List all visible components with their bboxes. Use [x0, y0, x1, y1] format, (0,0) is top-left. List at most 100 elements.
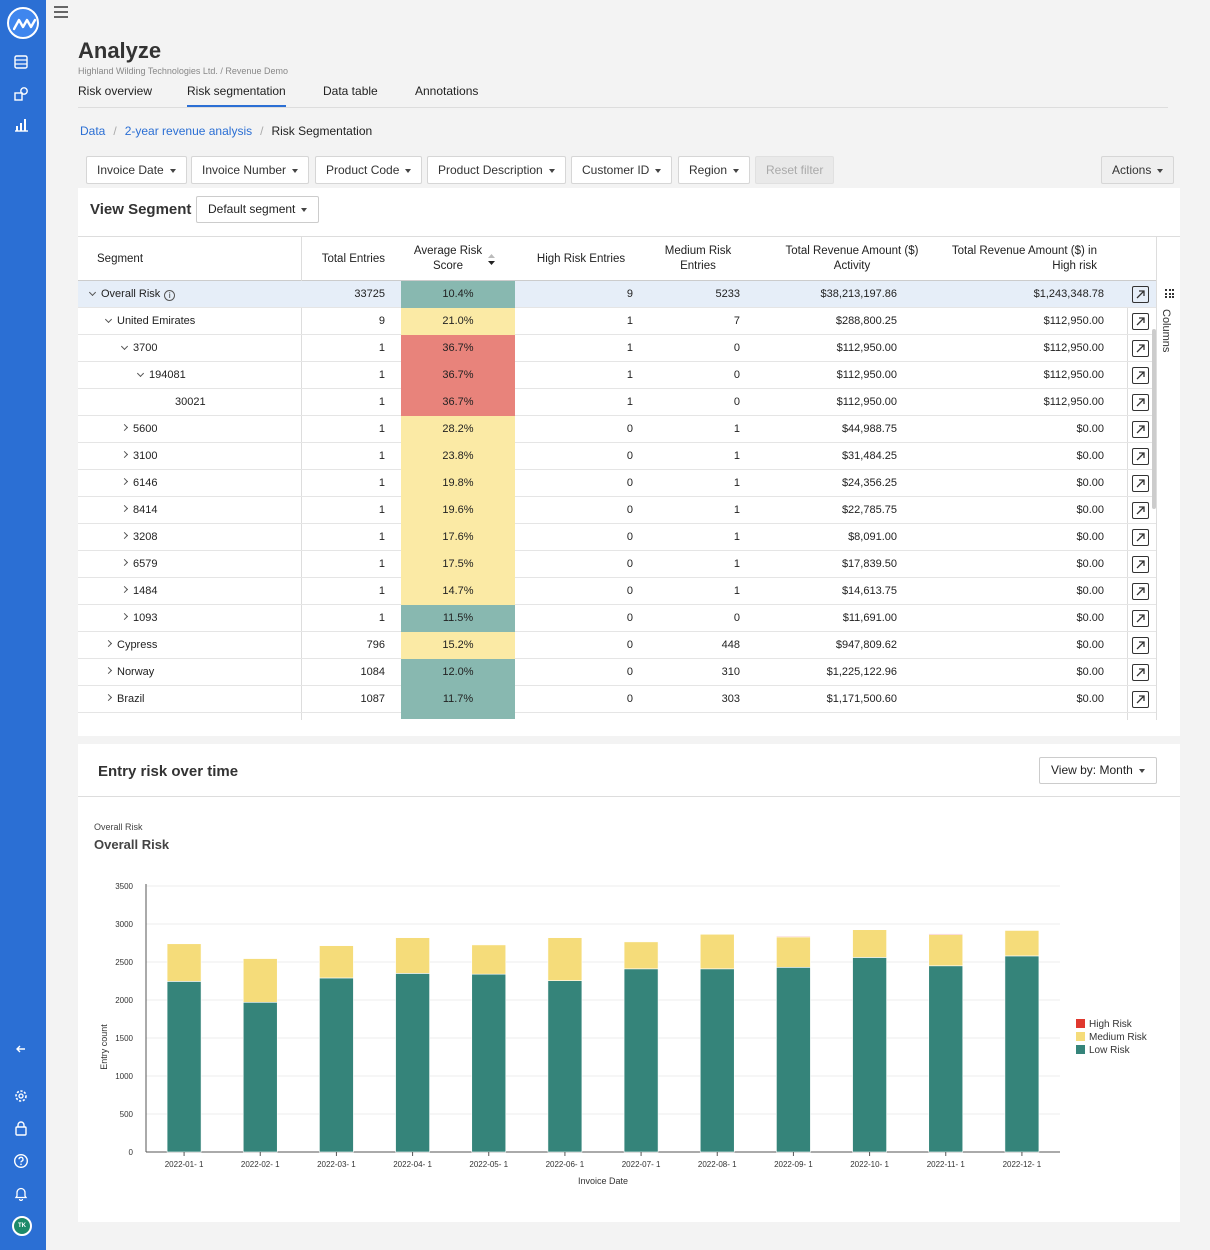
chevron-right-icon[interactable]: [104, 666, 113, 675]
chevron-down-icon[interactable]: [88, 288, 97, 297]
table-row[interactable]: 8414 1 0 1 $22,785.75 $0.00 19.6%: [78, 497, 1156, 524]
segment-name-cell: 3208: [120, 524, 157, 551]
chevron-right-icon[interactable]: [120, 504, 129, 513]
table-row[interactable]: 3100 1 0 1 $31,484.25 $0.00 23.8%: [78, 443, 1156, 470]
chevron-down-icon[interactable]: [136, 369, 145, 378]
filter-invoice-date[interactable]: Invoice Date: [86, 156, 187, 184]
bar-medium-risk: [395, 937, 430, 974]
revenue-activity-cell: $11,691.00: [842, 612, 897, 624]
breadcrumb-analysis-link[interactable]: 2-year revenue analysis: [124, 124, 253, 138]
table-row[interactable]: 3208 1 0 1 $8,091.00 $0.00 17.6%: [78, 524, 1156, 551]
app-logo[interactable]: [7, 7, 39, 39]
bar-chart-icon[interactable]: [13, 117, 33, 137]
open-external-icon[interactable]: [1132, 529, 1149, 546]
open-external-icon[interactable]: [1132, 475, 1149, 492]
filter-product-description[interactable]: Product Description: [427, 156, 566, 184]
table-row[interactable]: Norway 1084 0 310 $1,225,122.96 $0.00 12.0%: [78, 659, 1156, 686]
tab-risk-segmentation[interactable]: Risk segmentation: [187, 84, 286, 107]
chevron-right-icon[interactable]: [120, 477, 129, 486]
table-row[interactable]: 194081 1 1 0 $112,950.00 $112,950.00 36.7%: [78, 362, 1156, 389]
actions-button[interactable]: Actions: [1101, 156, 1175, 184]
open-external-icon[interactable]: [1132, 421, 1149, 438]
columns-panel-toggle[interactable]: Columns: [1156, 236, 1180, 720]
tab-data-table[interactable]: Data table: [323, 84, 378, 98]
chevron-right-icon[interactable]: [120, 531, 129, 540]
shapes-icon[interactable]: [13, 86, 33, 106]
header-segment[interactable]: Segment: [97, 252, 144, 265]
header-revenue-high-risk[interactable]: Total Revenue Amount ($) in High risk: [951, 245, 1097, 272]
table-row[interactable]: 3700 1 1 0 $112,950.00 $112,950.00 36.7%: [78, 335, 1156, 362]
high-risk-cell: 0: [626, 504, 633, 516]
filter-invoice-number[interactable]: Invoice Number: [191, 156, 310, 184]
segment-dropdown[interactable]: Default segment: [196, 196, 320, 223]
table-row[interactable]: Cypress 796 0 448 $947,809.62 $0.00 15.2%: [78, 632, 1156, 659]
database-icon[interactable]: [13, 54, 33, 74]
breadcrumb-data-link[interactable]: Data: [80, 124, 106, 138]
gear-icon[interactable]: [13, 1088, 33, 1108]
open-external-icon[interactable]: [1132, 313, 1149, 330]
segment-name-cell: Cypress: [104, 632, 157, 659]
bell-icon[interactable]: [13, 1185, 33, 1205]
legend-item[interactable]: High Risk: [1076, 1018, 1147, 1031]
chevron-right-icon[interactable]: [104, 693, 113, 702]
x-tick-label: 2022-08- 1: [698, 1160, 737, 1169]
header-revenue-activity[interactable]: Total Revenue Amount ($) Activity: [785, 245, 919, 272]
chevron-right-icon[interactable]: [120, 423, 129, 432]
revenue-high-risk-cell: $0.00: [1076, 693, 1104, 705]
open-external-icon[interactable]: [1132, 610, 1149, 627]
chevron-right-icon[interactable]: [104, 639, 113, 648]
open-external-icon[interactable]: [1132, 448, 1149, 465]
legend-item[interactable]: Medium Risk: [1076, 1031, 1147, 1044]
vertical-scrollbar[interactable]: [1152, 329, 1156, 509]
table-row[interactable]: 6146 1 0 1 $24,356.25 $0.00 19.8%: [78, 470, 1156, 497]
reset-filter-button[interactable]: Reset filter: [755, 156, 835, 184]
table-row[interactable]: 5600 1 0 1 $44,988.75 $0.00 28.2%: [78, 416, 1156, 443]
filter-customer-id[interactable]: Customer ID: [571, 156, 673, 184]
chevron-down-icon[interactable]: [120, 342, 129, 351]
table-row[interactable]: Brazil 1087 0 303 $1,171,500.60 $0.00 11.7%: [78, 686, 1156, 713]
open-external-icon[interactable]: [1132, 691, 1149, 708]
segment-name-cell: 194081: [136, 362, 186, 389]
avatar[interactable]: TK: [12, 1216, 32, 1236]
table-row[interactable]: 6579 1 0 1 $17,839.50 $0.00 17.5%: [78, 551, 1156, 578]
filter-product-code[interactable]: Product Code: [315, 156, 423, 184]
lock-icon[interactable]: [13, 1120, 33, 1140]
menu-icon[interactable]: [54, 6, 68, 18]
open-external-icon[interactable]: [1132, 502, 1149, 519]
open-external-icon[interactable]: [1132, 286, 1149, 303]
table-row[interactable]: United Emirates 9 1 7 $288,800.25 $112,950.00…: [78, 308, 1156, 335]
table-row[interactable]: 1093 1 0 0 $11,691.00 $0.00 11.5%: [78, 605, 1156, 632]
total-entries-cell: 796: [366, 639, 385, 651]
header-high-risk-entries[interactable]: High Risk Entries: [536, 252, 626, 265]
tab-annotations[interactable]: Annotations: [415, 84, 479, 98]
chevron-right-icon[interactable]: [120, 585, 129, 594]
info-icon[interactable]: i: [164, 290, 176, 301]
table-row[interactable]: 1484 1 0 1 $14,613.75 $0.00 14.7%: [78, 578, 1156, 605]
open-external-icon[interactable]: [1132, 664, 1149, 681]
open-external-icon[interactable]: [1132, 367, 1149, 384]
open-external-icon[interactable]: [1132, 583, 1149, 600]
tab-risk-overview[interactable]: Risk overview: [78, 84, 153, 98]
open-external-icon[interactable]: [1132, 340, 1149, 357]
bar-low-risk: [852, 957, 887, 1153]
table-row[interactable]: Overall Risk i 33725 9 5233 $38,213,197.86 $1,…: [78, 281, 1156, 308]
open-external-icon[interactable]: [1132, 637, 1149, 654]
header-average-risk-score[interactable]: Average Risk Score: [413, 245, 483, 272]
open-external-icon[interactable]: [1132, 394, 1149, 411]
chevron-right-icon[interactable]: [120, 558, 129, 567]
chevron-right-icon[interactable]: [120, 450, 129, 459]
open-external-icon[interactable]: [1132, 556, 1149, 573]
help-icon[interactable]: [13, 1153, 33, 1173]
chevron-down-icon[interactable]: [104, 315, 113, 324]
view-by-dropdown[interactable]: View by: Month: [1039, 757, 1157, 784]
legend-item[interactable]: Low Risk: [1076, 1044, 1147, 1057]
risk-score-cell: 28.2%: [401, 416, 515, 443]
risk-score-cell: 21.0%: [401, 308, 515, 335]
header-total-entries[interactable]: Total Entries: [321, 252, 385, 265]
sort-icon[interactable]: [487, 254, 496, 265]
header-medium-risk-entries[interactable]: Medium Risk Entries: [664, 245, 732, 272]
filter-region[interactable]: Region: [678, 156, 751, 184]
chevron-right-icon[interactable]: [120, 612, 129, 621]
table-row[interactable]: 30021 1 1 0 $112,950.00 $112,950.00 36.7%: [78, 389, 1156, 416]
collapse-arrow-icon[interactable]: [13, 1041, 33, 1061]
